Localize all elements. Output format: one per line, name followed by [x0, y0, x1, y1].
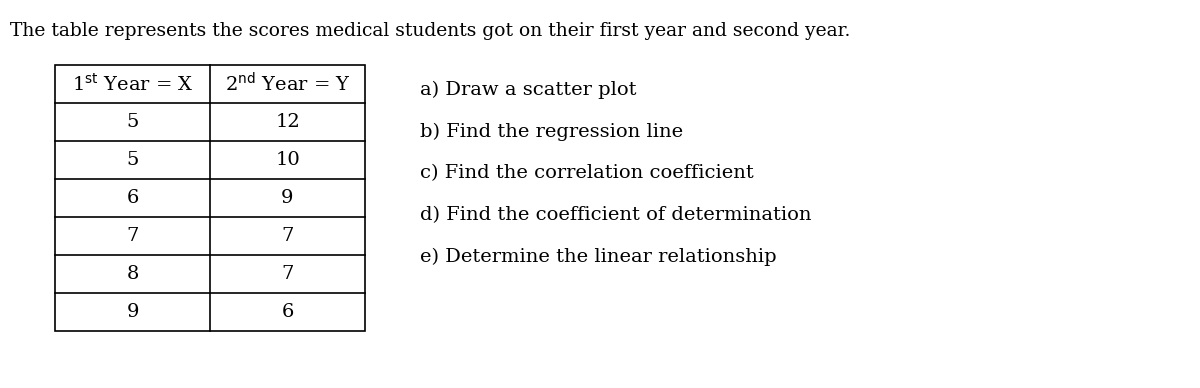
Bar — [55, 65, 365, 331]
Text: The table represents the scores medical students got on their first year and sec: The table represents the scores medical … — [10, 22, 851, 40]
Text: e) Determine the linear relationship: e) Determine the linear relationship — [420, 248, 776, 266]
Text: 6: 6 — [126, 189, 139, 207]
Text: 7: 7 — [281, 227, 294, 245]
Text: 10: 10 — [275, 151, 300, 169]
Text: 2$^{\mathrm{nd}}$ Year = Y: 2$^{\mathrm{nd}}$ Year = Y — [224, 73, 350, 95]
Text: 8: 8 — [126, 265, 139, 283]
Text: 5: 5 — [126, 113, 139, 131]
Text: 12: 12 — [275, 113, 300, 131]
Text: 6: 6 — [281, 303, 294, 321]
Text: 5: 5 — [126, 151, 139, 169]
Text: 1$^{\mathrm{st}}$ Year = X: 1$^{\mathrm{st}}$ Year = X — [72, 73, 193, 95]
Text: 9: 9 — [281, 189, 294, 207]
Text: c) Find the correlation coefficient: c) Find the correlation coefficient — [420, 164, 754, 182]
Text: b) Find the regression line: b) Find the regression line — [420, 122, 683, 140]
Text: d) Find the coefficient of determination: d) Find the coefficient of determination — [420, 206, 811, 224]
Text: 7: 7 — [281, 265, 294, 283]
Text: 9: 9 — [126, 303, 139, 321]
Text: 7: 7 — [126, 227, 139, 245]
Text: a) Draw a scatter plot: a) Draw a scatter plot — [420, 81, 636, 99]
